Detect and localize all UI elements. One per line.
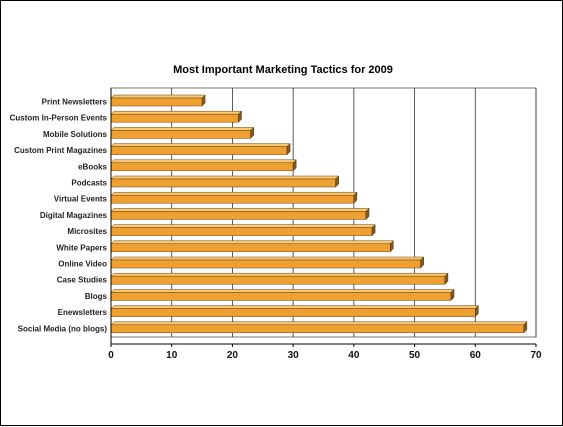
bar-online-video	[110, 256, 425, 269]
category-label-digital-magazines: Digital Magazines	[40, 211, 108, 220]
bar-front-ebooks	[110, 162, 294, 172]
bar-side-white-papers	[390, 240, 394, 253]
bars	[110, 94, 528, 334]
bar-front-white-papers	[110, 243, 391, 253]
bar-side-mobile-solutions	[250, 126, 254, 140]
bar-top-enewsletters	[110, 305, 479, 309]
bar-side-podcasts	[335, 175, 339, 188]
x-tick-label-20: 20	[227, 350, 239, 361]
x-tick-label-10: 10	[166, 350, 178, 361]
category-label-ebooks: eBooks	[78, 162, 107, 171]
category-label-white-papers: White Papers	[56, 243, 107, 252]
x-tick-label-30: 30	[288, 350, 300, 361]
bar-top-blogs	[110, 289, 455, 293]
bar-front-social-media-no-blogs	[110, 324, 525, 334]
bar-front-microsites	[110, 227, 373, 236]
bar-top-podcasts	[110, 175, 340, 180]
bar-print-newsletters	[110, 94, 206, 107]
bar-ebooks	[110, 159, 297, 172]
bar-front-enewsletters	[110, 308, 476, 317]
bar-front-case-studies	[110, 275, 446, 285]
bar-top-microsites	[110, 224, 376, 228]
bar-digital-magazines	[110, 207, 370, 221]
category-label-virtual-events: Virtual Events	[54, 195, 108, 204]
category-label-social-media-no-blogs: Social Media (no blogs)	[18, 324, 108, 333]
bar-side-digital-magazines	[365, 207, 370, 221]
category-label-microsites: Microsites	[67, 227, 107, 236]
category-label-enewsletters: Enewsletters	[58, 308, 108, 317]
x-tick-label-40: 40	[348, 350, 360, 361]
bar-side-print-newsletters	[201, 94, 206, 107]
bar-side-case-studies	[444, 272, 449, 285]
category-label-custom-in-person-events: Custom In-Person Events	[10, 114, 108, 123]
bar-top-online-video	[110, 256, 425, 261]
x-tick-label-70: 70	[530, 350, 542, 361]
bar-front-virtual-events	[110, 194, 355, 204]
x-tick-labels: 0 10 20 30 40 50 60 70	[108, 350, 542, 361]
bar-front-mobile-solutions	[110, 130, 251, 139]
bar-virtual-events	[110, 191, 358, 204]
bar-top-virtual-events	[110, 191, 358, 196]
bar-top-custom-print-magazines	[110, 143, 291, 147]
bar-custom-in-person-events	[110, 110, 243, 123]
category-label-case-studies: Case Studies	[57, 276, 108, 285]
x-tick-label-50: 50	[409, 350, 421, 361]
category-label-custom-print-magazines: Custom Print Magazines	[14, 146, 107, 155]
category-label-podcasts: Podcasts	[71, 179, 107, 188]
bar-enewsletters	[110, 304, 479, 318]
bar-microsites	[110, 223, 376, 237]
bar-social-media-no-blogs	[110, 321, 528, 334]
bar-side-custom-print-magazines	[286, 142, 291, 156]
bar-white-papers	[110, 240, 394, 253]
bar-top-print-newsletters	[110, 94, 206, 99]
bar-top-custom-in-person-events	[110, 110, 243, 115]
bar-side-social-media-no-blogs	[523, 321, 528, 334]
bar-front-custom-in-person-events	[110, 113, 239, 123]
bar-front-podcasts	[110, 178, 336, 188]
bar-front-blogs	[110, 292, 452, 301]
x-tick-label-0: 0	[108, 350, 114, 361]
bar-front-print-newsletters	[110, 97, 203, 107]
category-label-mobile-solutions: Mobile Solutions	[43, 130, 108, 139]
bar-side-virtual-events	[353, 191, 358, 204]
bar-side-custom-in-person-events	[238, 110, 242, 123]
bar-top-case-studies	[110, 272, 449, 277]
bar-top-mobile-solutions	[110, 127, 255, 131]
bar-podcasts	[110, 175, 340, 188]
category-label-print-newsletters: Print Newsletters	[42, 98, 108, 107]
bar-side-enewsletters	[475, 304, 479, 318]
chart-title: Most Important Marketing Tactics for 200…	[173, 64, 393, 76]
bar-side-online-video	[420, 256, 424, 269]
bar-custom-print-magazines	[110, 142, 291, 156]
bar-blogs	[110, 288, 455, 302]
bar-top-white-papers	[110, 240, 394, 245]
bar-front-custom-print-magazines	[110, 146, 288, 155]
bar-side-blogs	[450, 288, 455, 302]
bar-side-ebooks	[292, 159, 297, 172]
bar-case-studies	[110, 272, 449, 285]
category-label-blogs: Blogs	[85, 292, 108, 301]
category-labels: Print Newsletters Custom In-Person Events…	[10, 98, 108, 334]
bar-front-online-video	[110, 259, 421, 269]
x-tick-label-60: 60	[470, 350, 482, 361]
x-axis	[110, 88, 537, 347]
bar-mobile-solutions	[110, 126, 255, 140]
bar-top-social-media-no-blogs	[110, 321, 528, 326]
bar-front-digital-magazines	[110, 211, 367, 220]
bar-top-digital-magazines	[110, 208, 370, 212]
category-label-online-video: Online Video	[58, 260, 107, 269]
bar-side-microsites	[371, 223, 376, 237]
bar-top-ebooks	[110, 159, 297, 164]
